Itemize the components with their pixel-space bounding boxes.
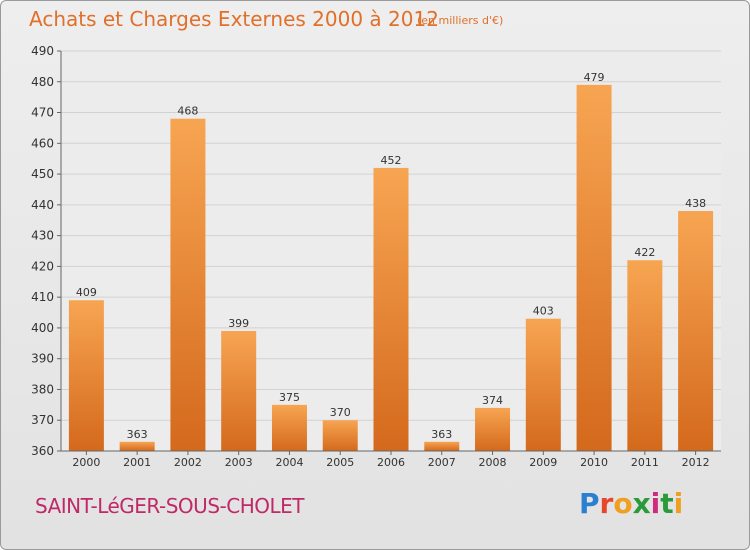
- logo-letter: P: [579, 487, 600, 520]
- data-label: 375: [279, 391, 300, 404]
- y-tick-label: 470: [31, 106, 54, 120]
- logo-letter: t: [660, 487, 674, 520]
- y-tick-label: 370: [31, 413, 54, 427]
- chart-subtitle: (en milliers d'€): [417, 14, 504, 27]
- data-label: 479: [584, 71, 605, 84]
- chart-title: Achats et Charges Externes 2000 à 2012: [29, 7, 439, 31]
- y-tick-label: 440: [31, 198, 54, 212]
- x-tick-label: 2000: [72, 456, 100, 469]
- y-tick-label: 460: [31, 136, 54, 150]
- y-tick-label: 410: [31, 290, 54, 304]
- data-label: 363: [127, 428, 148, 441]
- x-tick-label: 2009: [529, 456, 557, 469]
- data-label: 399: [228, 317, 249, 330]
- commune-name: SAINT-LéGER-SOUS-CHOLET: [35, 494, 304, 518]
- data-label: 363: [431, 428, 452, 441]
- x-tick-label: 2007: [428, 456, 456, 469]
- bar: [322, 420, 358, 451]
- logo-letter: o: [613, 487, 633, 520]
- x-tick-label: 2004: [275, 456, 303, 469]
- logo-letter: x: [632, 487, 651, 520]
- bar: [373, 167, 409, 451]
- y-tick-label: 420: [31, 259, 54, 273]
- logo-letter: r: [599, 487, 614, 520]
- bar: [424, 441, 460, 451]
- x-tick-label: 2005: [326, 456, 354, 469]
- bar: [221, 331, 257, 451]
- data-label: 370: [330, 406, 351, 419]
- y-tick-label: 390: [31, 352, 54, 366]
- y-tick-label: 450: [31, 167, 54, 181]
- data-label: 422: [634, 246, 655, 259]
- bar: [170, 118, 206, 451]
- bar: [525, 318, 561, 451]
- x-tick-label: 2011: [631, 456, 659, 469]
- x-tick-label: 2003: [225, 456, 253, 469]
- y-tick-label: 360: [31, 444, 54, 458]
- data-label: 468: [177, 105, 198, 118]
- proxiti-logo: Proxiti: [579, 487, 683, 520]
- x-tick-label: 2010: [580, 456, 608, 469]
- bar: [678, 211, 714, 451]
- x-tick-label: 2008: [479, 456, 507, 469]
- logo-letter: i: [650, 487, 661, 520]
- bar: [271, 404, 307, 451]
- y-tick-label: 480: [31, 75, 54, 89]
- bar: [119, 441, 155, 451]
- logo-letter: i: [673, 487, 684, 520]
- data-label: 403: [533, 305, 554, 318]
- y-tick-label: 430: [31, 229, 54, 243]
- data-label: 438: [685, 197, 706, 210]
- x-tick-label: 2006: [377, 456, 405, 469]
- data-label: 374: [482, 394, 503, 407]
- bar: [576, 84, 612, 451]
- y-tick-label: 400: [31, 321, 54, 335]
- y-tick-label: 490: [31, 44, 54, 58]
- x-tick-label: 2012: [682, 456, 710, 469]
- data-label: 409: [76, 286, 97, 299]
- data-label: 452: [381, 154, 402, 167]
- x-tick-label: 2002: [174, 456, 202, 469]
- bar: [627, 260, 663, 451]
- bar: [68, 300, 104, 451]
- x-tick-label: 2001: [123, 456, 151, 469]
- bar: [475, 407, 511, 451]
- y-tick-label: 380: [31, 382, 54, 396]
